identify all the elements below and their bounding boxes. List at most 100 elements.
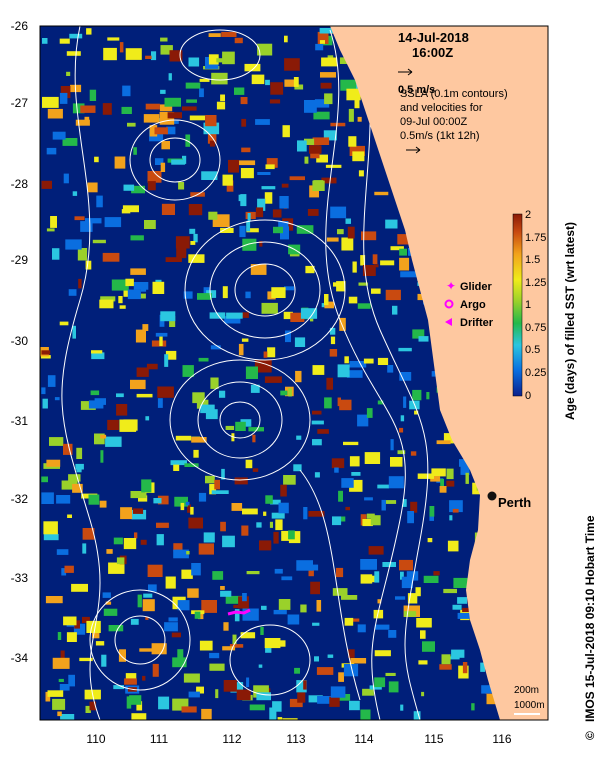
sst-patch <box>234 477 248 485</box>
sst-patch <box>188 254 205 263</box>
sst-patch <box>192 392 205 404</box>
sst-patch <box>130 491 147 499</box>
colorbar-tick: 0.75 <box>525 322 546 334</box>
sst-patch <box>273 531 279 544</box>
sst-patch <box>68 474 81 482</box>
sst-patch <box>151 643 167 655</box>
sst-patch <box>164 622 178 632</box>
sst-patch <box>191 437 207 443</box>
sst-patch <box>94 433 105 445</box>
sst-patch <box>446 480 455 487</box>
sst-patch <box>177 600 190 611</box>
sst-patch <box>285 330 291 343</box>
sst-patch <box>52 131 66 140</box>
sst-patch <box>190 241 196 245</box>
sst-patch <box>171 632 181 638</box>
map-frame <box>39 25 549 721</box>
sst-patch <box>129 695 142 705</box>
sst-patch <box>452 604 462 610</box>
sst-patch <box>349 456 360 467</box>
sst-patch <box>447 540 459 552</box>
sst-patch <box>400 415 405 422</box>
sst-patch <box>203 122 220 135</box>
sst-patch <box>259 540 272 551</box>
sst-patch <box>91 352 105 360</box>
colorbar-tick: 0.25 <box>525 367 546 379</box>
sst-patch <box>130 379 146 390</box>
y-tick-label: -26 <box>11 19 29 33</box>
sst-patch <box>257 43 273 56</box>
sst-patch <box>312 410 322 415</box>
sst-patch <box>271 512 285 519</box>
sst-patch <box>273 226 283 234</box>
sst-patch <box>312 439 322 446</box>
sst-patch <box>122 205 139 213</box>
sst-patch <box>167 112 182 119</box>
sst-patch <box>377 599 382 604</box>
sst-patch <box>159 104 173 112</box>
sst-patch <box>152 663 159 677</box>
sst-patch <box>297 140 307 152</box>
sst-patch <box>119 305 126 309</box>
sst-patch <box>344 356 349 364</box>
sst-patch <box>304 156 309 164</box>
sst-patch <box>283 475 296 485</box>
sst-patch <box>257 198 266 211</box>
sst-patch <box>258 664 263 668</box>
sst-patch <box>130 235 144 241</box>
vector-scale-label: 0.5 m/s <box>398 84 435 96</box>
x-tick-label: 116 <box>492 732 511 746</box>
sst-patch <box>304 100 317 113</box>
sst-patch <box>134 532 138 539</box>
sst-patch <box>436 440 451 445</box>
sst-patch <box>169 50 183 62</box>
sst-patch <box>40 355 51 359</box>
sst-patch <box>122 85 131 97</box>
ssla-contour <box>219 401 261 439</box>
vector-scale-arrow-bottom <box>406 146 421 154</box>
sst-patch <box>223 622 229 631</box>
sst-patch <box>69 33 83 39</box>
sst-patch <box>330 206 347 219</box>
sst-patch <box>126 696 132 709</box>
sst-patch <box>308 695 323 703</box>
sst-patch <box>96 195 103 208</box>
sst-patch <box>222 174 233 186</box>
sst-patch <box>265 643 272 653</box>
sst-patch <box>234 37 243 44</box>
sst-patch <box>127 289 141 300</box>
sst-patch <box>196 399 209 409</box>
sst-patch <box>269 707 277 720</box>
sst-patch <box>296 560 313 571</box>
sst-patch <box>446 468 454 480</box>
vector-scale-arrow-top <box>398 68 413 76</box>
sst-patch <box>130 618 139 625</box>
sst-patch <box>371 288 381 294</box>
sst-patch <box>314 472 320 478</box>
sst-patch <box>208 211 218 220</box>
sst-patch <box>79 657 93 662</box>
sst-patch <box>208 54 219 65</box>
sst-patch <box>385 672 396 676</box>
sst-patch <box>103 47 117 61</box>
sst-patch <box>182 365 194 377</box>
sst-patch <box>142 675 146 681</box>
sst-patch <box>241 147 251 153</box>
sst-patch <box>293 77 299 87</box>
sst-patch <box>422 641 435 652</box>
sst-patch <box>54 397 60 401</box>
sst-patch <box>430 476 441 482</box>
x-tick-label: 113 <box>286 732 305 746</box>
sst-patch <box>324 397 332 409</box>
sst-patch <box>244 63 261 72</box>
sst-patch <box>250 384 260 393</box>
sst-patch <box>219 390 226 398</box>
sst-patch <box>349 700 360 711</box>
australia-coastline-land <box>330 26 548 720</box>
y-tick-label: -30 <box>11 334 29 348</box>
sst-patch <box>260 626 264 635</box>
sst-patch <box>308 511 325 517</box>
colorbar-gradient <box>512 213 523 397</box>
colorbar: 2 1.75 1.5 1.25 1 0.75 0.5 0.25 0 Age (d… <box>512 209 577 420</box>
colorbar-tick: 1.5 <box>525 254 540 266</box>
